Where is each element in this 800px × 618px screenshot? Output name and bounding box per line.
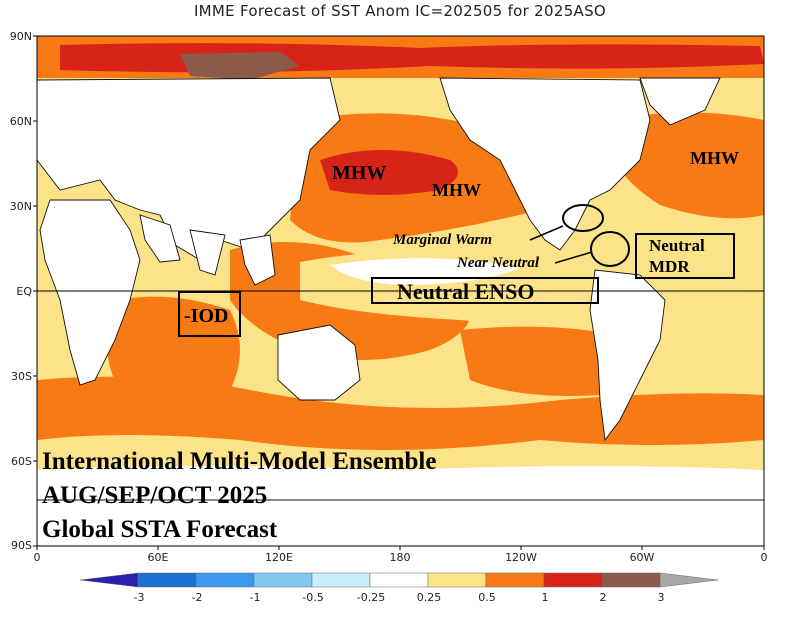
colorbar-segment-1 (137, 572, 197, 588)
africa (39, 199, 141, 386)
australia (277, 324, 361, 401)
lon-label-60w: 60W (629, 551, 655, 564)
indian-ocean-warm (107, 296, 240, 400)
marginal-warm-label: Marginal Warm (393, 232, 493, 248)
near-neutral-label: Near Neutral (457, 255, 540, 271)
sst-field (37, 36, 764, 546)
colorbar-tick-05: 0.5 (478, 591, 496, 604)
lat-label-60s: 60S (11, 455, 32, 468)
lon-label-60e: 60E (147, 551, 169, 564)
india (189, 229, 226, 276)
colorbar-segment-4 (311, 572, 371, 588)
antarctic-edge (37, 466, 764, 488)
neutral-mdr-line2: MDR (649, 257, 690, 276)
tick-marks (33, 35, 765, 550)
colorbar-tick-minus025: -0.25 (356, 591, 386, 604)
colorbar-segment-3 (253, 572, 313, 588)
lat-label-30s: 30S (11, 370, 32, 383)
colorbar-segment-5 (369, 572, 429, 588)
lon-label-180: 180 (389, 551, 411, 564)
antarctica (37, 499, 764, 546)
se-asia (239, 234, 276, 286)
colorbar-segment-10 (659, 572, 719, 588)
lon-label-120e: 120E (265, 551, 293, 564)
colorbar-tick-minus2: -2 (191, 591, 203, 604)
south-america (589, 269, 666, 442)
arctic-extreme (180, 52, 300, 80)
north-america (439, 77, 651, 251)
lat-label-30n: 30N (9, 200, 32, 213)
lon-label-0-end: 0 (760, 551, 768, 564)
lat-label-90s: 90S (11, 539, 32, 552)
colorbar-segment-8 (543, 572, 603, 588)
neutral-enso-box: Neutral ENSO (371, 277, 599, 304)
arabia (139, 214, 181, 263)
neutral-mdr-line1: Neutral (649, 236, 705, 255)
greenland (639, 77, 721, 126)
lat-label-60n: 60N (9, 115, 32, 128)
southern-ocean-warm (37, 376, 764, 450)
mhw-n-atlantic-label: MHW (690, 148, 739, 168)
near-neutral-pointer (554, 251, 593, 264)
colorbar-tick-minus05: -0.5 (302, 591, 324, 604)
colorbar-tick-025: 0.25 (416, 591, 442, 604)
iod-box: -IOD (178, 291, 241, 337)
colorbar (79, 572, 719, 588)
colorbar-tick-3: 3 (657, 591, 665, 604)
lat-label-eq: EQ (16, 285, 32, 298)
colorbar-tick-2: 2 (599, 591, 607, 604)
marginal-warm-circle (562, 204, 604, 232)
near-neutral-circle (590, 231, 630, 267)
lon-label-0: 0 (33, 551, 41, 564)
lon-label-120w: 120W (505, 551, 537, 564)
natl-warm (610, 112, 764, 219)
caption-line3: Global SSTA Forecast (42, 516, 278, 543)
colorbar-tick-1: 1 (541, 591, 549, 604)
colorbar-segment-6 (427, 572, 487, 588)
colorbar-segment-2 (195, 572, 255, 588)
colorbar-segment-0 (79, 572, 139, 588)
npac-mhw-core (320, 150, 458, 195)
mhw-nw-pacific-label: MHW (332, 162, 387, 184)
lat-label-90n: 90N (9, 30, 32, 43)
map-title: IMME Forecast of SST Anom IC=202505 for … (193, 2, 607, 20)
colorbar-segment-9 (601, 572, 661, 588)
neutral-mdr-box: Neutral MDR (635, 233, 735, 279)
caption-line1: International Multi-Model Ensemble (42, 448, 437, 475)
colorbar-tick-minus3: -3 (133, 591, 145, 604)
mhw-ne-pacific-label: MHW (432, 180, 481, 200)
colorbar-tick-minus1: -1 (249, 591, 261, 604)
caption-line2: AUG/SEP/OCT 2025 (42, 482, 268, 509)
continents (37, 77, 764, 546)
marginal-warm-pointer (529, 225, 564, 241)
colorbar-segment-7 (485, 572, 545, 588)
